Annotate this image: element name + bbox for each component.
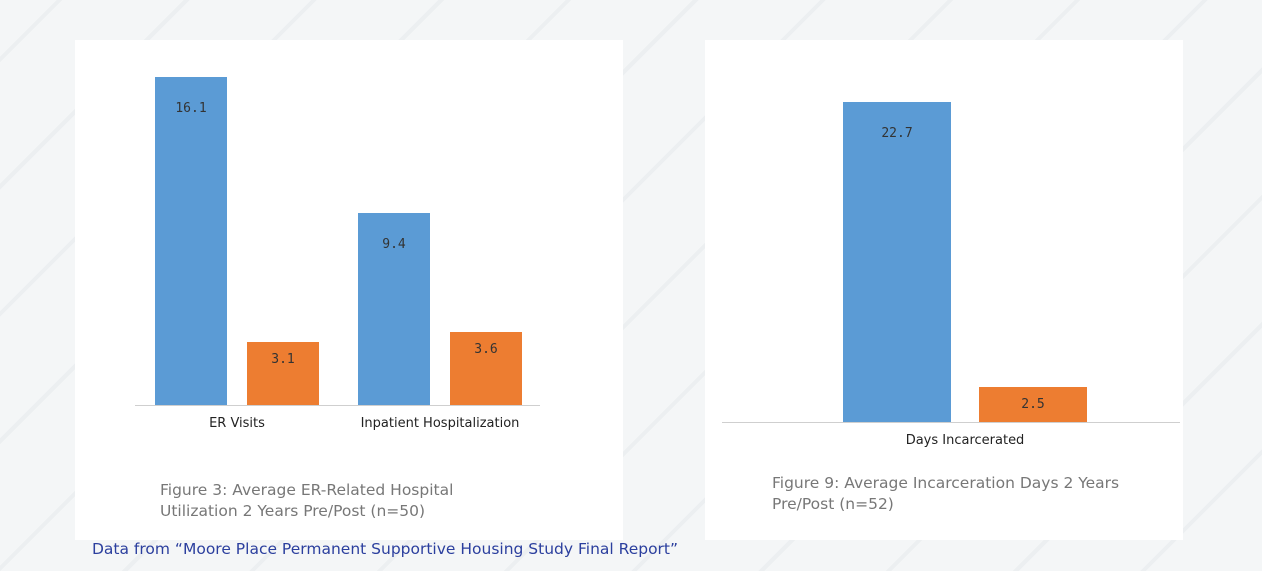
data-label: 3.6 bbox=[474, 341, 498, 357]
x-tick-label: ER Visits bbox=[209, 416, 265, 431]
data-label: 9.4 bbox=[382, 237, 406, 253]
data-label: 2.5 bbox=[1021, 396, 1045, 412]
bar bbox=[247, 341, 319, 405]
bar bbox=[155, 77, 227, 405]
data-label: 22.7 bbox=[881, 126, 913, 141]
axis-line bbox=[722, 422, 1180, 423]
caption: Figure 3: Average ER-Related Hospital Ut… bbox=[160, 481, 454, 520]
axis-line bbox=[135, 405, 540, 406]
data-label: 16.1 bbox=[175, 101, 207, 116]
bar bbox=[979, 386, 1087, 422]
bar bbox=[358, 213, 430, 405]
data-label: 3.1 bbox=[271, 351, 295, 367]
x-tick-label: Days Incarcerated bbox=[905, 433, 1025, 448]
bar bbox=[450, 331, 522, 405]
source-note: Data from “Moore Place Permanent Support… bbox=[92, 540, 679, 558]
bar bbox=[843, 102, 951, 422]
x-tick-label: Inpatient Hospitalization bbox=[360, 416, 520, 431]
caption: Figure 9: Average Incarceration Days 2 Y… bbox=[772, 474, 1120, 513]
